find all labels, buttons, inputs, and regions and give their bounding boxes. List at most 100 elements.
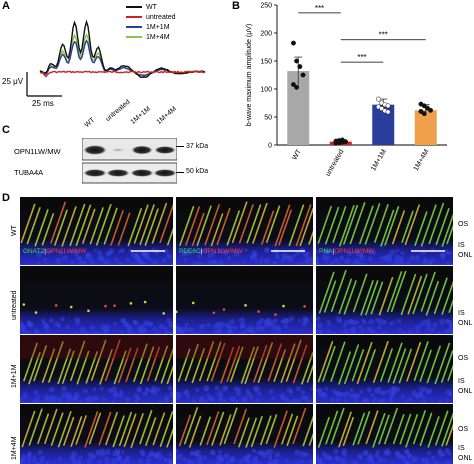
micrograph-image <box>20 197 173 265</box>
micrograph-image <box>316 335 453 403</box>
micrograph-image <box>20 335 173 403</box>
layer-onl-row4: ONL <box>458 455 473 462</box>
stain-green: PDE6C <box>179 248 201 255</box>
blot-top <box>82 138 177 161</box>
band-opn1-1m4m <box>154 146 176 154</box>
x-tick-label: 1M+4M <box>413 148 431 172</box>
y-tick-label: 50 <box>264 115 272 122</box>
data-point <box>300 72 306 78</box>
wb-lane-wt: WT <box>83 116 97 129</box>
stain-separator: | <box>44 248 46 255</box>
trace-1m4m <box>39 33 206 77</box>
micrograph-image <box>176 404 313 464</box>
data-point <box>385 109 391 115</box>
y-axis-label: b-wave maximum amplitude (μV) <box>246 24 253 126</box>
data-point <box>291 40 296 46</box>
layer-onl-row2: ONL <box>458 320 473 327</box>
panel-a-letter: A <box>2 0 10 12</box>
micrograph-tile <box>20 266 173 334</box>
micrograph-tile <box>316 266 453 334</box>
legend-item-wt: WT <box>126 2 176 12</box>
legend-label: 1M+1M <box>146 23 170 31</box>
micrograph-tile <box>20 404 173 464</box>
stain-separator: | <box>200 248 203 255</box>
micrograph-tile <box>316 335 453 403</box>
bar <box>414 110 437 145</box>
micrograph-image <box>176 266 313 334</box>
data-point <box>291 82 296 87</box>
western-blot <box>82 138 177 184</box>
legend-swatch <box>126 6 142 8</box>
stain-red: OPN1LW/MW <box>202 248 243 255</box>
micrograph-tile <box>20 335 173 403</box>
micrograph-tile: GNAT2|OPN1LW/MW <box>20 197 173 265</box>
bwave-bar-chart: 0 50 100 150 200 250 b-wave maximum amplitude … <box>246 3 447 178</box>
band-opn1-1m1m <box>131 145 153 155</box>
micrograph-tile: PNA|OPN1LW/MW <box>316 197 453 265</box>
bar <box>287 71 310 145</box>
micrograph-image <box>20 404 173 464</box>
stain-label: GNAT2|OPN1LW/MW <box>23 248 86 255</box>
marker-tick-37 <box>176 146 184 147</box>
band-tuba-1m1m <box>130 169 154 177</box>
stain-red: OPN1LW/MW <box>45 248 87 255</box>
y-tick-label: 100 <box>260 87 272 94</box>
trace-wt <box>39 19 206 79</box>
sig-untreated-1m4m-label: *** <box>379 31 388 40</box>
scale-time-label: 25 ms <box>32 99 54 108</box>
layer-onl-row1: ONL <box>458 252 473 259</box>
data-point <box>294 58 300 64</box>
legend-swatch <box>126 16 142 18</box>
micrograph-tile <box>176 404 313 464</box>
micrograph-image <box>316 197 453 265</box>
y-tick-label: 200 <box>260 31 272 38</box>
data-point <box>421 111 427 117</box>
row-label-1m4m: 1M+4M <box>11 436 18 460</box>
layer-is-row4: IS <box>458 445 465 452</box>
layer-onl-row3: ONL <box>458 388 473 395</box>
x-tick-label: WT <box>291 148 303 162</box>
legend-item-1m1m: 1M+1M <box>126 22 176 32</box>
data-point <box>385 103 391 109</box>
stain-label: PNA|OPN1LW/MW <box>319 248 374 255</box>
legend-label: 1M+4M <box>146 33 170 41</box>
wb-marker-50: 50 kDa <box>186 168 209 175</box>
band-tuba-1m4m <box>153 169 177 177</box>
marker-tick-50 <box>176 172 184 173</box>
legend-item-untreated: untreated <box>126 12 176 22</box>
wb-row-label-tuba4a: TUBA4A <box>14 168 44 177</box>
stain-green: GNAT2 <box>23 248 45 255</box>
band-opn1-wt <box>83 145 107 155</box>
data-point <box>376 96 381 102</box>
layer-os-row4: OS <box>458 426 469 433</box>
stain-separator: | <box>332 248 335 255</box>
micrograph-tile: PDE6C|OPN1LW/MW <box>176 197 313 265</box>
layer-os-row3: OS <box>458 355 469 362</box>
data-point <box>428 107 434 113</box>
trace-untreated <box>39 70 206 78</box>
row-label-wt: WT <box>11 225 18 236</box>
micrograph-image <box>20 266 173 334</box>
micrograph-tile <box>176 335 313 403</box>
layer-os-row1: OS <box>458 221 469 228</box>
data-point <box>339 137 345 143</box>
erg-traces <box>26 19 206 97</box>
sig-wt-untreated-label: *** <box>315 4 324 13</box>
band-tuba-wt <box>83 169 107 177</box>
erg-legend: WT untreated 1M+1M 1M+4M <box>126 2 176 42</box>
layer-is-row1: IS <box>458 242 465 249</box>
y-tick-label: 0 <box>268 143 272 150</box>
row-label-1m1m: 1M+1M <box>11 364 18 388</box>
bar <box>372 104 395 145</box>
row-label-untreated: untreated <box>11 290 18 320</box>
legend-item-1m4m: 1M+4M <box>126 32 176 42</box>
layer-is-row3: IS <box>458 378 465 385</box>
stain-green: PNA <box>319 248 333 255</box>
band-opn1-untreated <box>110 148 126 152</box>
panel-b-letter: B <box>232 0 240 12</box>
micrograph-image <box>316 266 453 334</box>
legend-swatch <box>126 36 142 38</box>
layer-is-row2: IS <box>458 310 465 317</box>
micrograph-tile <box>316 404 453 464</box>
panel-c-letter: C <box>2 124 10 136</box>
